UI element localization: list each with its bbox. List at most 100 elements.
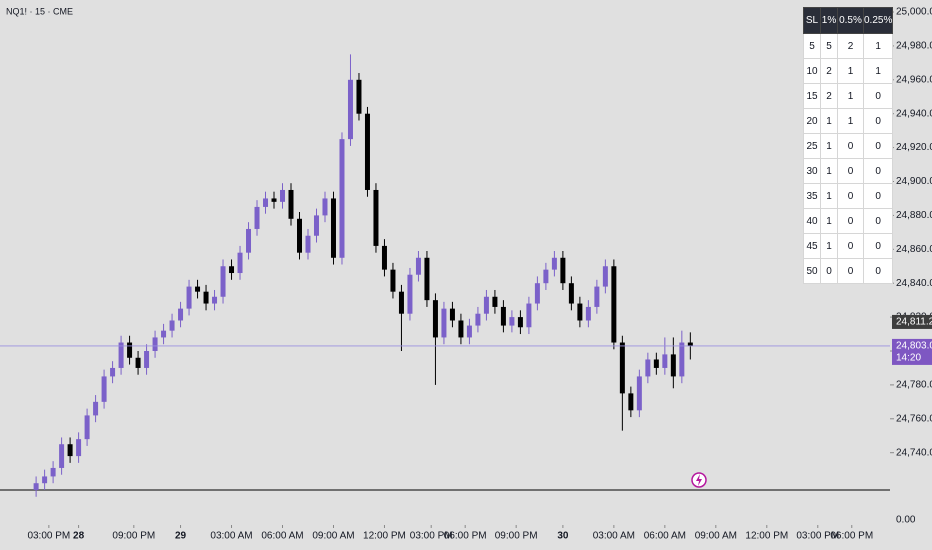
table-cell: 0 (862, 183, 894, 209)
candle-body (628, 393, 634, 411)
candle (449, 301, 455, 328)
candle-body (415, 257, 421, 275)
table-row: 40 1 0 0 (803, 208, 894, 234)
y-tick-label: 24,860.00 (896, 244, 932, 255)
table-cell: 5 (803, 33, 821, 59)
candle-body (390, 269, 396, 292)
table-cell: 50 (803, 258, 821, 284)
candle (237, 245, 243, 280)
table-header-cell: SL (803, 7, 821, 34)
candle-body (492, 296, 498, 307)
candle-body (645, 359, 651, 377)
candle-body (594, 286, 600, 307)
candle (534, 276, 540, 311)
table-cell: 0 (837, 233, 864, 259)
candle-body (687, 342, 693, 346)
table-cell: 0 (862, 158, 894, 184)
candle (118, 335, 124, 375)
countdown: 14:20 (896, 353, 921, 364)
candle-body (84, 415, 90, 440)
table-cell: 30 (803, 158, 821, 184)
candle (653, 352, 659, 375)
y-tick-label: 24,960.00 (896, 74, 932, 85)
candle (195, 279, 201, 299)
x-tick-label: 03:00 PM (27, 531, 70, 542)
candle (67, 437, 73, 463)
y-tick-label: 24,760.00 (896, 413, 932, 424)
candle (390, 262, 396, 299)
candle-body (517, 317, 523, 328)
table-cell: 1 (820, 108, 838, 134)
table-cell: 0 (862, 233, 894, 259)
table-cell: 1 (820, 233, 838, 259)
candle (186, 279, 192, 316)
x-tick-label: 03:00 AM (210, 531, 252, 542)
candle (636, 369, 642, 418)
table-row: 25 1 0 0 (803, 133, 894, 159)
price-tag-box (892, 314, 932, 329)
table-cell: 35 (803, 183, 821, 209)
table-row: 20 1 1 0 (803, 108, 894, 134)
candle (263, 191, 269, 214)
candle (611, 259, 617, 350)
candle-body (195, 286, 201, 292)
candle (645, 352, 651, 384)
table-cell: 0 (862, 208, 894, 234)
candle (500, 300, 506, 333)
candle-body (373, 189, 379, 246)
table-row: 15 2 1 0 (803, 83, 894, 109)
chart-title: NQ1! · 15 · CME (6, 6, 73, 16)
x-tick-label: 03:00 PM (796, 531, 839, 542)
x-tick-label: 09:00 AM (695, 531, 737, 542)
flash-icon[interactable] (691, 472, 707, 488)
candle (76, 432, 82, 463)
table-row: 45 1 0 0 (803, 233, 894, 259)
candle (551, 250, 557, 277)
candle (330, 191, 336, 265)
candle (144, 344, 150, 375)
y-tick-label: 24,880.00 (896, 210, 932, 221)
table-cell: 0 (837, 183, 864, 209)
candle (424, 250, 430, 307)
candle-body (229, 266, 235, 274)
candle-body (585, 306, 591, 321)
candle-body (220, 266, 226, 297)
table-cell: 5 (820, 33, 838, 59)
x-tick-label: 06:00 AM (644, 531, 686, 542)
candle (381, 239, 387, 277)
candle-body (432, 300, 438, 338)
table-cell: 1 (862, 58, 894, 84)
y-tick-label: 24,920.00 (896, 142, 932, 153)
candle (441, 301, 447, 345)
candle-body (135, 357, 141, 368)
candle (662, 337, 668, 375)
candle-body (475, 313, 481, 326)
table-cell: 0 (837, 133, 864, 159)
candle-body (178, 308, 184, 321)
x-tick-label: 30 (557, 531, 569, 542)
candle (509, 310, 515, 333)
candle-body (441, 308, 447, 338)
y-tick-label: 24,980.00 (896, 41, 932, 52)
candle (339, 132, 345, 265)
candle (356, 73, 362, 121)
candle-body (152, 337, 158, 351)
candle-body (611, 266, 617, 343)
candle-body (602, 266, 608, 287)
candle-body (305, 235, 311, 253)
candle (585, 300, 591, 328)
candle (475, 306, 481, 333)
candle (254, 200, 260, 236)
candle (373, 183, 379, 253)
candle (628, 386, 634, 418)
candle-body (50, 467, 56, 477)
table-cell: 15 (803, 83, 821, 109)
candle-body (526, 303, 532, 328)
candle (296, 212, 302, 260)
candle-body (169, 320, 175, 331)
candle (322, 191, 328, 223)
candle (492, 289, 498, 314)
candle (212, 289, 218, 311)
candle (679, 330, 685, 384)
